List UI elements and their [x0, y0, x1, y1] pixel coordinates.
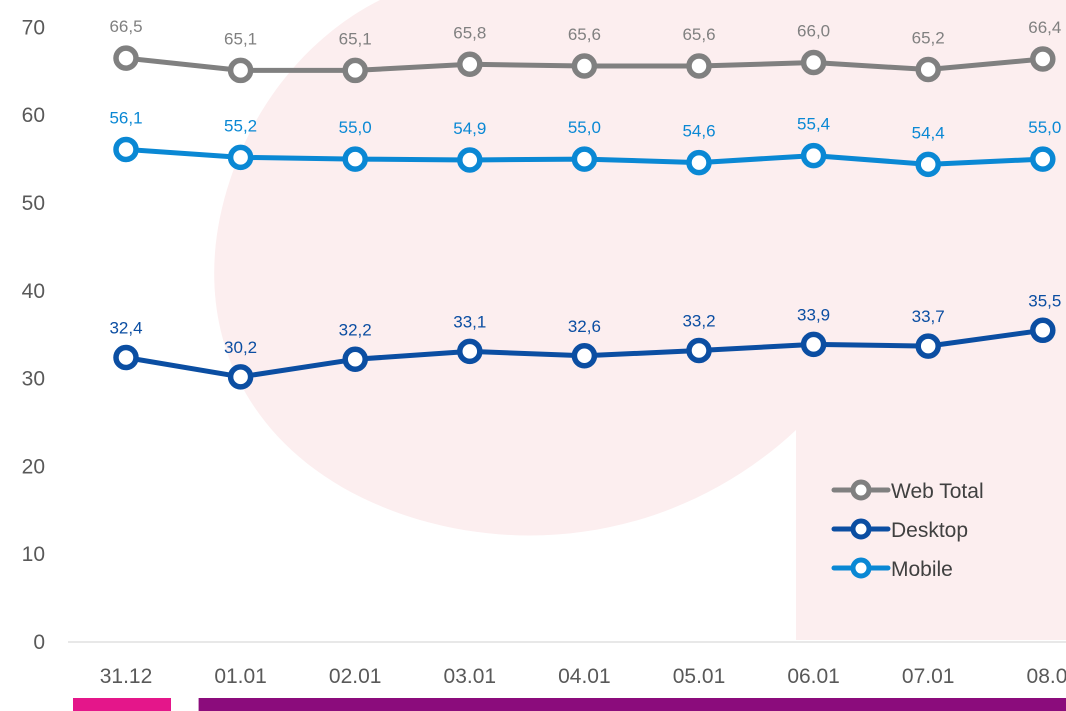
- y-tick-label: 50: [22, 192, 45, 215]
- data-label: 55,2: [224, 116, 257, 135]
- data-point-marker: [227, 364, 254, 390]
- data-label: 55,0: [339, 118, 372, 137]
- y-tick-label: 10: [22, 543, 45, 566]
- x-tick-label: 01.01: [214, 665, 267, 688]
- legend-item: Desktop: [831, 518, 968, 542]
- data-label: 55,0: [1028, 118, 1061, 137]
- legend: Web Total Desktop Mobile: [831, 479, 984, 581]
- series-layer: [113, 45, 1056, 390]
- data-label: 33,1: [453, 312, 486, 331]
- data-label: 65,6: [682, 25, 715, 44]
- x-tick-label: 03.01: [444, 665, 497, 688]
- data-point-marker: [113, 344, 139, 371]
- x-tick-label: 31.12: [100, 665, 153, 688]
- data-point-marker: [1030, 146, 1056, 172]
- data-point-marker: [227, 57, 254, 84]
- data-label: 66,0: [797, 22, 830, 41]
- x-axis: 31.12 01.01 02.01 03.01 04.01 05.01 06.01 07.01…: [68, 641, 1066, 688]
- data-point-marker: [457, 338, 483, 365]
- background-watermark: [0, 0, 1066, 640]
- data-point-marker: [686, 149, 712, 176]
- data-point-marker: [915, 151, 941, 178]
- x-tick-label: 04.01: [558, 665, 611, 688]
- period-bars: [73, 698, 1066, 711]
- data-point-marker: [1030, 46, 1056, 72]
- data-point-marker: [113, 45, 139, 71]
- legend-swatch-marker: [850, 518, 872, 540]
- data-point-marker: [571, 146, 598, 172]
- data-label: 35,5: [1028, 291, 1061, 310]
- watermark-shape: [0, 0, 1066, 640]
- data-label: 32,2: [339, 320, 372, 339]
- data-label: 65,1: [339, 29, 372, 48]
- legend-label: Mobile: [891, 558, 953, 581]
- data-point-marker: [227, 144, 254, 171]
- data-label: 54,4: [912, 123, 945, 142]
- y-tick-label: 0: [33, 631, 45, 654]
- y-tick-label: 60: [22, 104, 45, 127]
- data-point-marker: [342, 57, 368, 84]
- data-point-marker: [915, 56, 941, 83]
- data-point-marker: [800, 331, 827, 358]
- y-tick-label: 20: [22, 455, 45, 478]
- data-label: 33,2: [682, 312, 715, 331]
- legend-label: Web Total: [891, 480, 984, 503]
- legend-item: Mobile: [831, 557, 953, 581]
- data-point-marker: [571, 343, 598, 369]
- y-tick-label: 70: [22, 16, 45, 39]
- data-label: 65,8: [453, 23, 486, 42]
- data-label: 54,6: [682, 122, 715, 141]
- data-point-marker: [800, 49, 827, 76]
- data-label: 65,2: [912, 29, 945, 48]
- data-label: 56,1: [109, 108, 142, 127]
- data-label: 66,5: [109, 17, 142, 36]
- y-tick-label: 40: [22, 280, 45, 303]
- x-tick-label: 06.01: [787, 665, 840, 688]
- legend-item: Web Total: [831, 479, 984, 503]
- data-point-marker: [457, 147, 483, 173]
- data-label: 55,0: [568, 118, 601, 137]
- period-bar: [198, 698, 1066, 711]
- series-web-total: [113, 45, 1056, 84]
- data-label: 65,1: [224, 29, 257, 48]
- data-label: 65,6: [568, 25, 601, 44]
- data-point-marker: [113, 136, 139, 163]
- data-label: 66,4: [1028, 18, 1061, 37]
- legend-swatch-marker: [850, 557, 872, 579]
- legend-swatch-marker: [850, 479, 872, 501]
- data-label: 32,4: [109, 319, 142, 338]
- x-tick-label: 02.01: [329, 665, 382, 688]
- data-point-marker: [342, 346, 368, 373]
- data-label: 30,2: [224, 338, 257, 357]
- y-tick-label: 30: [22, 368, 45, 391]
- data-labels: 66,5 65,1 65,1 65,8 65,6 65,6 66,0 65,2 66,4 32,4…: [109, 17, 1061, 357]
- data-point-marker: [686, 53, 712, 79]
- x-tick-label: 05.01: [673, 665, 726, 688]
- data-label: 54,9: [453, 119, 486, 138]
- x-tick-label: 07.01: [902, 665, 955, 688]
- data-label: 33,9: [797, 305, 830, 324]
- series-mobile: [113, 136, 1056, 178]
- legend-label: Desktop: [891, 519, 968, 542]
- data-point-marker: [915, 333, 941, 359]
- data-point-marker: [1030, 317, 1056, 344]
- data-label: 32,6: [568, 317, 601, 336]
- data-point-marker: [571, 53, 598, 79]
- data-point-marker: [686, 337, 712, 364]
- x-tick-label: 08.01: [1027, 665, 1066, 688]
- data-point-marker: [342, 146, 368, 172]
- data-label: 55,4: [797, 115, 830, 134]
- period-bar: [73, 698, 171, 711]
- y-axis: 0 10 20 30 40 50 60 70: [22, 16, 45, 654]
- series-desktop: [113, 317, 1056, 390]
- data-point-marker: [457, 51, 483, 78]
- data-point-marker: [800, 142, 827, 169]
- data-label: 33,7: [912, 307, 945, 326]
